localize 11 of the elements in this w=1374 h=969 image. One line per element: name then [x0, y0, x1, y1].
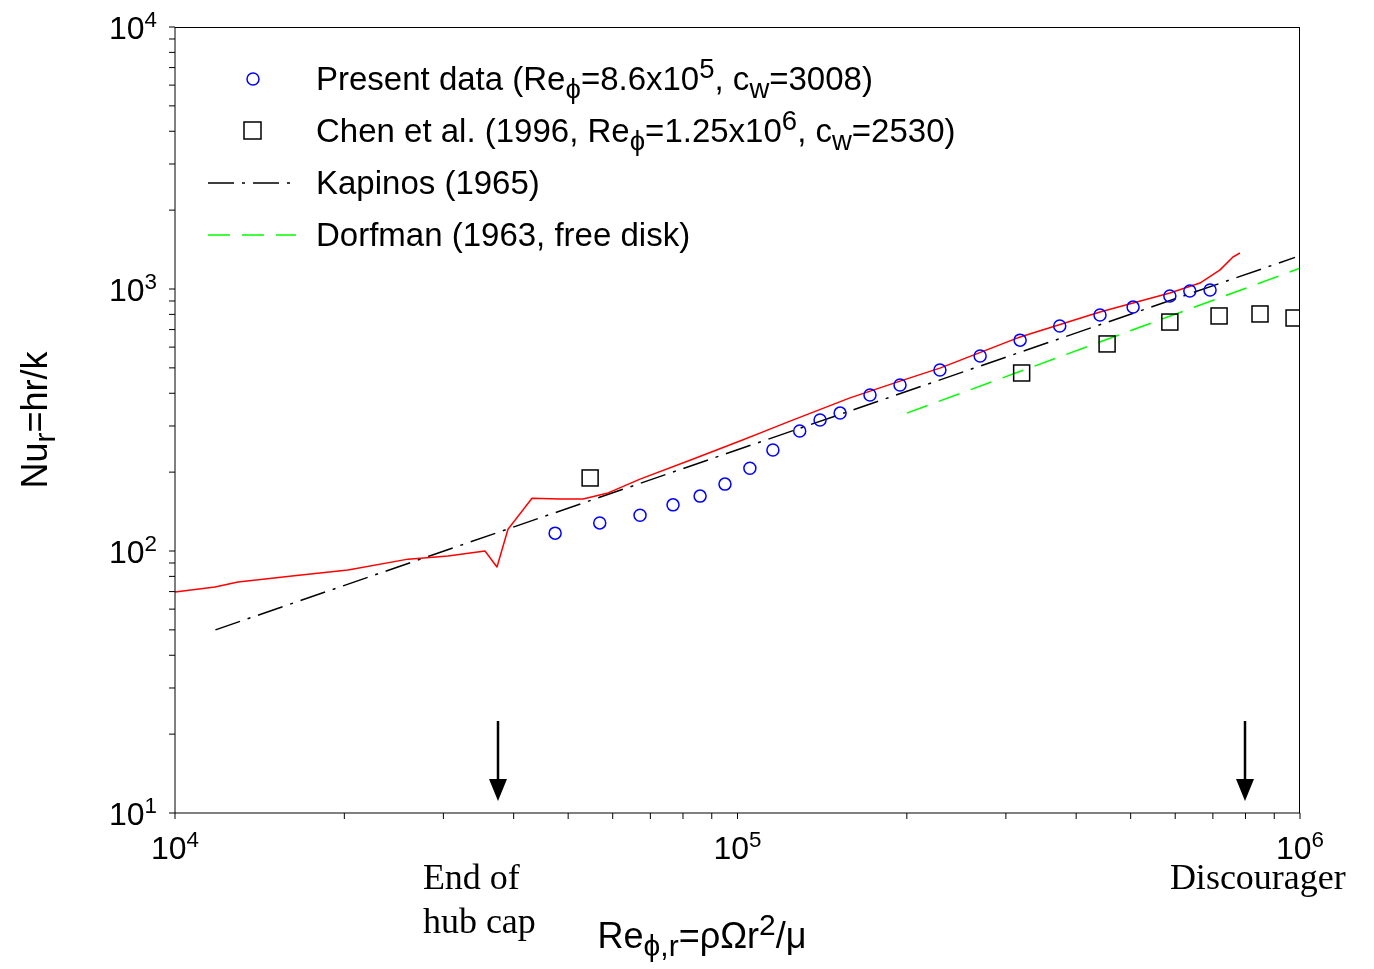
legend-label: Dorfman (1963, free disk) [316, 216, 691, 254]
y-tick-label: 10$^{2}$ [108, 530, 157, 570]
x-tick-label: 10$^{5}$ [713, 826, 762, 866]
legend-label: Present data (Re$_{ϕ}$=8.6x10$^{5}$, c$_{w}$=3008) [316, 53, 873, 105]
x-axis-title: Re$_{ϕ,r}$=ρΩr$^{2}$/μ [597, 908, 807, 964]
y-tick-label: 10$^{3}$ [108, 268, 157, 308]
x-tick-label: 10$^{6}$ [1275, 826, 1325, 866]
legend-label: Kapinos (1965) [316, 164, 540, 202]
y-tick-label: 10$^{4}$ [108, 6, 157, 46]
text: End of hub cap [422, 856, 537, 943]
legend-label: Chen et al. (1996, Re$_{ϕ}$=1.25x10$^{6}$, c$_{w}$=2530) [316, 105, 956, 157]
